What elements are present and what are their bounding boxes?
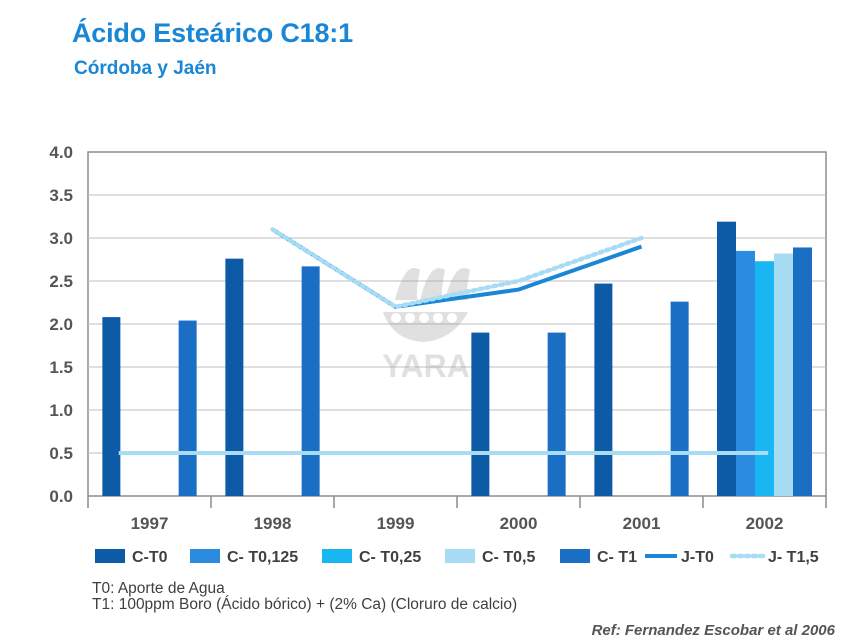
legend-swatch bbox=[95, 549, 125, 563]
legend-label: C- T1 bbox=[597, 549, 637, 566]
watermark-text: YARA bbox=[382, 348, 470, 384]
legend-label: C- T0,125 bbox=[227, 549, 298, 566]
bar-c-t0-1998 bbox=[225, 258, 244, 496]
note-t1: T1: 100ppm Boro (Ácido bórico) + (2% Ca)… bbox=[92, 596, 518, 613]
legend-swatch bbox=[560, 549, 590, 563]
y-tick-label: 0.0 bbox=[49, 487, 73, 506]
bar-c-t0-2001 bbox=[594, 283, 613, 496]
legend: C-T0 C- T0,125 C- T0,25 C- T0,5 C- T1 J-T0 J- … bbox=[95, 549, 819, 566]
y-tick-label: 0.5 bbox=[49, 444, 73, 463]
chart-subtitle: Córdoba y Jaén bbox=[74, 58, 217, 79]
x-tick-label: 1998 bbox=[254, 514, 292, 533]
reference: Ref: Fernandez Escobar et al 2006 bbox=[591, 622, 835, 639]
y-tick-label: 4.0 bbox=[49, 143, 73, 162]
legend-label: C- T0,5 bbox=[482, 549, 535, 566]
bar-c-t1-1997 bbox=[178, 320, 197, 496]
note-t0: T0: Aporte de Agua bbox=[92, 580, 225, 597]
bar-c-t1-2002 bbox=[793, 247, 812, 496]
legend-label: J- T1,5 bbox=[768, 549, 819, 566]
lines bbox=[118, 227, 769, 455]
x-tick-label: 2000 bbox=[500, 514, 538, 533]
bar-c-t0-125-2002 bbox=[736, 250, 755, 496]
bar-c-t0-1997 bbox=[102, 317, 121, 496]
legend-swatch bbox=[190, 549, 220, 563]
bar-c-t1-2001 bbox=[670, 301, 689, 496]
x-tick-label: 2001 bbox=[623, 514, 661, 533]
bar-c-t1-1998 bbox=[301, 266, 320, 496]
legend-swatch bbox=[322, 549, 352, 563]
grid bbox=[87, 151, 827, 497]
bar-c-t1-2000 bbox=[547, 332, 566, 496]
y-tick-label: 1.0 bbox=[49, 401, 73, 420]
line-j-t1-5 bbox=[270, 227, 644, 310]
bar-c-t0-2000 bbox=[471, 332, 490, 496]
legend-label: J-T0 bbox=[681, 549, 714, 566]
y-tick-label: 1.5 bbox=[49, 358, 73, 377]
axes: 0.0 0.5 1.0 1.5 2.0 2.5 3.0 3.5 4.0 1997 1998 1999 2… bbox=[49, 143, 827, 533]
bar-c-t0-2002 bbox=[717, 221, 736, 496]
x-tick-label: 1997 bbox=[131, 514, 169, 533]
yara-watermark-logo: YARA bbox=[382, 268, 470, 384]
x-tick-label: 1999 bbox=[377, 514, 415, 533]
bar-c-t0-25-2002 bbox=[755, 261, 774, 496]
legend-swatch bbox=[445, 549, 475, 563]
y-tick-label: 2.5 bbox=[49, 272, 73, 291]
chart-title: Ácido Esteárico C18:1 bbox=[72, 18, 353, 48]
y-tick-label: 3.5 bbox=[49, 186, 73, 205]
x-tick-label: 2002 bbox=[746, 514, 784, 533]
y-tick-label: 2.0 bbox=[49, 315, 73, 334]
bar-c-t0-5-2002 bbox=[774, 253, 793, 496]
y-tick-label: 3.0 bbox=[49, 229, 73, 248]
legend-label: C- T0,25 bbox=[359, 549, 421, 566]
bars bbox=[102, 221, 812, 496]
legend-label: C-T0 bbox=[132, 549, 168, 566]
